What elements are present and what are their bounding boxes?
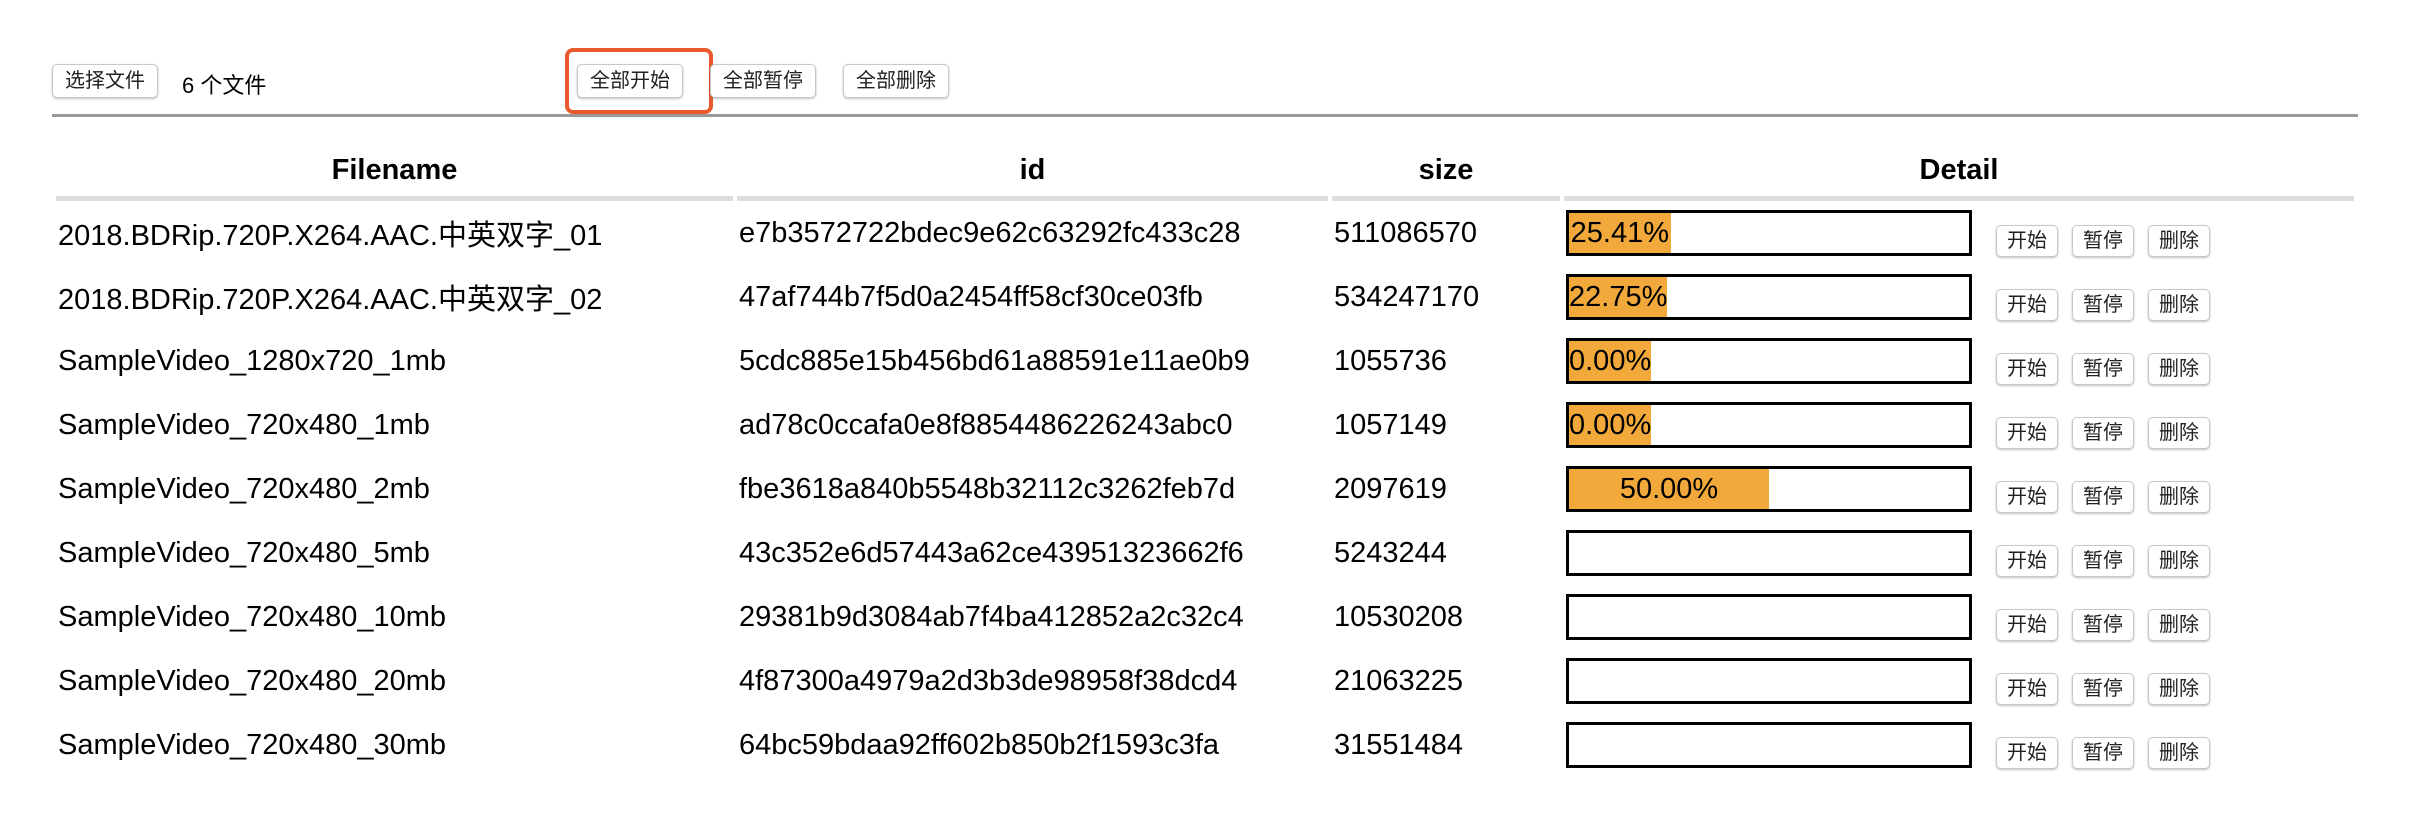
delete-button[interactable]: 删除 [2148, 672, 2210, 705]
pause-button[interactable]: 暂停 [2072, 736, 2134, 769]
table-row: 2018.BDRip.720P.X264.AAC.中英双字_02 47af744… [56, 265, 2354, 329]
size-cell: 1057149 [1334, 408, 1447, 441]
pause-button[interactable]: 暂停 [2072, 352, 2134, 385]
file-count-label: 6 个文件 [182, 73, 267, 98]
filename-cell: SampleVideo_720x480_30mb [58, 728, 447, 761]
size-cell: 534247170 [1334, 280, 1480, 313]
delete-button[interactable]: 删除 [2148, 544, 2210, 577]
id-cell: 43c352e6d57443a62ce43951323662f6 [739, 536, 1244, 569]
header-size: size [1332, 144, 1560, 201]
progress-fill: 0.00% [1569, 405, 1652, 445]
progress-fill: 50.00% [1569, 469, 1769, 509]
pause-button[interactable]: 暂停 [2072, 224, 2134, 257]
table-row: SampleVideo_720x480_1mb ad78c0ccafa0e8f8… [56, 393, 2354, 457]
start-button[interactable]: 开始 [1996, 544, 2058, 577]
header-filename: Filename [56, 144, 733, 201]
id-cell: 64bc59bdaa92ff602b850b2f1593c3fa [739, 728, 1220, 761]
choose-file-button[interactable]: 选择文件 [52, 64, 158, 98]
size-cell: 1055736 [1334, 344, 1447, 377]
delete-button[interactable]: 删除 [2148, 480, 2210, 513]
pause-button[interactable]: 暂停 [2072, 416, 2134, 449]
pause-button[interactable]: 暂停 [2072, 288, 2134, 321]
start-button[interactable]: 开始 [1996, 608, 2058, 641]
progress-fill: 0.00% [1569, 341, 1652, 381]
start-button[interactable]: 开始 [1996, 288, 2058, 321]
file-table: Filename id size Detail 2018.BDRip.720P.… [52, 144, 2358, 777]
header-detail: Detail [1564, 144, 2354, 201]
progress-bar: 22.75% [1566, 274, 1972, 320]
progress-bar: 0.00% [1566, 402, 1972, 448]
divider [52, 114, 2358, 117]
delete-button[interactable]: 删除 [2148, 352, 2210, 385]
progress-bar: 25.41% [1566, 210, 1972, 256]
table-row: SampleVideo_1280x720_1mb 5cdc885e15b456b… [56, 329, 2354, 393]
delete-all-button[interactable]: 全部删除 [843, 64, 949, 98]
id-cell: 47af744b7f5d0a2454ff58cf30ce03fb [739, 280, 1203, 313]
start-button[interactable]: 开始 [1996, 736, 2058, 769]
table-header-row: Filename id size Detail [56, 144, 2354, 201]
pause-button[interactable]: 暂停 [2072, 672, 2134, 705]
progress-bar [1566, 594, 1972, 640]
progress-bar: 0.00% [1566, 338, 1972, 384]
size-cell: 10530208 [1334, 600, 1464, 633]
start-button[interactable]: 开始 [1996, 352, 2058, 385]
start-button[interactable]: 开始 [1996, 224, 2058, 257]
id-cell: 4f87300a4979a2d3b3de98958f38dcd4 [739, 664, 1238, 697]
table-row: SampleVideo_720x480_30mb 64bc59bdaa92ff6… [56, 713, 2354, 777]
start-all-button[interactable]: 全部开始 [577, 64, 683, 98]
pause-button[interactable]: 暂停 [2072, 544, 2134, 577]
table-row: SampleVideo_720x480_5mb 43c352e6d57443a6… [56, 521, 2354, 585]
filename-cell: SampleVideo_720x480_5mb [58, 536, 430, 569]
id-cell: 5cdc885e15b456bd61a88591e11ae0b9 [739, 344, 1250, 377]
pause-button[interactable]: 暂停 [2072, 608, 2134, 641]
progress-bar [1566, 530, 1972, 576]
size-cell: 5243244 [1334, 536, 1447, 569]
progress-fill: 25.41% [1569, 213, 1671, 253]
filename-cell: SampleVideo_720x480_20mb [58, 664, 447, 697]
pause-all-button[interactable]: 全部暂停 [710, 64, 816, 98]
progress-bar [1566, 722, 1972, 768]
table-row: SampleVideo_720x480_10mb 29381b9d3084ab7… [56, 585, 2354, 649]
size-cell: 511086570 [1334, 216, 1478, 249]
table-row: SampleVideo_720x480_2mb fbe3618a840b5548… [56, 457, 2354, 521]
delete-button[interactable]: 删除 [2148, 736, 2210, 769]
progress-bar: 50.00% [1566, 466, 1972, 512]
pause-button[interactable]: 暂停 [2072, 480, 2134, 513]
size-cell: 21063225 [1334, 664, 1464, 697]
filename-cell: SampleVideo_720x480_1mb [58, 408, 430, 441]
size-cell: 31551484 [1334, 728, 1464, 761]
filename-cell: SampleVideo_720x480_2mb [58, 472, 430, 505]
size-cell: 2097619 [1334, 472, 1447, 505]
id-cell: ad78c0ccafa0e8f8854486226243abc0 [739, 408, 1233, 441]
table-row: SampleVideo_720x480_20mb 4f87300a4979a2d… [56, 649, 2354, 713]
delete-button[interactable]: 删除 [2148, 608, 2210, 641]
table-row: 2018.BDRip.720P.X264.AAC.中英双字_01 e7b3572… [56, 201, 2354, 265]
filename-cell: SampleVideo_1280x720_1mb [58, 344, 447, 377]
start-button[interactable]: 开始 [1996, 672, 2058, 705]
id-cell: fbe3618a840b5548b32112c3262feb7d [739, 472, 1236, 505]
delete-button[interactable]: 删除 [2148, 224, 2210, 257]
start-button[interactable]: 开始 [1996, 416, 2058, 449]
id-cell: 29381b9d3084ab7f4ba412852a2c32c4 [739, 600, 1244, 633]
progress-bar [1566, 658, 1972, 704]
progress-fill: 22.75% [1569, 277, 1668, 317]
delete-button[interactable]: 删除 [2148, 416, 2210, 449]
toolbar: 选择文件 6 个文件 全部开始 全部暂停 全部删除 [52, 48, 2362, 114]
id-cell: e7b3572722bdec9e62c63292fc433c28 [739, 216, 1241, 249]
filename-cell: 2018.BDRip.720P.X264.AAC.中英双字_02 [58, 284, 603, 316]
delete-button[interactable]: 删除 [2148, 288, 2210, 321]
header-id: id [737, 144, 1328, 201]
filename-cell: 2018.BDRip.720P.X264.AAC.中英双字_01 [58, 220, 603, 252]
filename-cell: SampleVideo_720x480_10mb [58, 600, 447, 633]
start-button[interactable]: 开始 [1996, 480, 2058, 513]
